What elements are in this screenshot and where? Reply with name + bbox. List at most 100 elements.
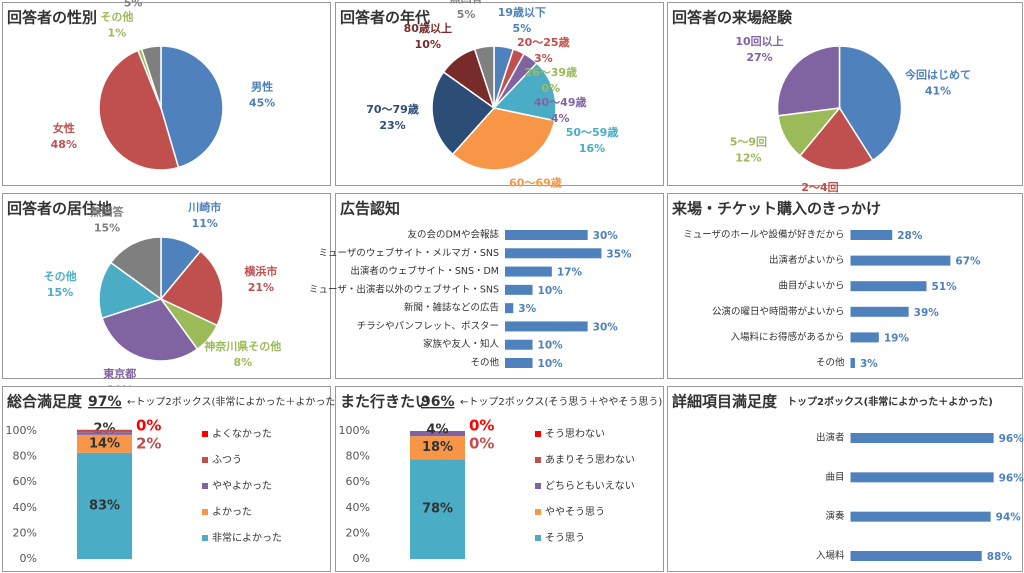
category-label: 公演の曜日や時間帯がよいから	[712, 305, 845, 317]
legend-label: よかった	[212, 506, 252, 518]
pie-value-label: 16%	[579, 142, 605, 155]
legend-label: あまりそう思わない	[545, 454, 635, 466]
value-label: 10%	[538, 358, 564, 370]
y-tick-label: 20%	[346, 526, 370, 539]
value-label: 51%	[932, 281, 958, 293]
bar	[505, 284, 533, 295]
category-label: 曲目	[825, 472, 844, 483]
pie-slice	[98, 49, 180, 171]
pie-slice	[98, 261, 163, 320]
top2-label: 97%	[88, 394, 122, 410]
y-tick-label: 80%	[346, 450, 370, 463]
category-label: ミューザ・出演者以外のウェブサイト・SNS	[309, 283, 499, 295]
pie-label: 50～59歳	[566, 125, 619, 139]
pie-slice	[492, 62, 557, 122]
pie-value-label: 15%	[94, 222, 120, 235]
chart-title: 回答者の居住地	[7, 200, 112, 218]
pie-label: 無回答	[91, 205, 125, 219]
pie-value-label: 45%	[249, 96, 275, 109]
pie-label: その他	[44, 269, 77, 283]
legend-label: そう思わない	[545, 428, 605, 440]
legend-swatch	[535, 483, 541, 489]
pie-value-label: 5%	[513, 22, 532, 35]
legend-swatch	[202, 431, 208, 437]
category-label: その他	[816, 357, 845, 369]
chart-title: 回答者の性別	[7, 9, 97, 27]
bar	[505, 339, 533, 350]
value-label: 28%	[897, 230, 923, 242]
pie-label: 26～39歳	[524, 65, 577, 79]
bar	[850, 281, 927, 292]
category-label: ミューザのホールや設備が好きだから	[683, 229, 844, 241]
pie-value-label: 41%	[925, 84, 951, 97]
pie-slice	[431, 70, 496, 156]
pie-value-label: 1%	[108, 26, 127, 39]
legend-swatch	[535, 431, 541, 437]
category-label: ミューザのウェブサイト・メルマガ・SNS	[319, 247, 499, 259]
value-label: 96%	[999, 472, 1024, 484]
pie-value-label: 48%	[51, 138, 77, 151]
pie-label: 20～25歳	[517, 35, 570, 49]
bar	[850, 230, 893, 240]
segment-label: 2%	[93, 421, 115, 436]
pie-slice	[101, 298, 199, 362]
value-label: 30%	[593, 321, 619, 333]
top2-label: 96%	[421, 394, 455, 410]
pie-value-label: 5%	[457, 8, 476, 21]
legend-swatch	[202, 535, 208, 541]
pie-value-label: 10%	[415, 38, 441, 51]
chart-title: 広告認知	[340, 200, 400, 218]
top2-note: ←トップ2ボックス(非常によかった＋よかった)	[127, 395, 339, 408]
y-tick-label: 100%	[6, 424, 37, 437]
legend-label: ややそう思う	[545, 506, 605, 518]
segment-label: 83%	[89, 498, 120, 513]
y-tick-label: 60%	[346, 475, 370, 488]
pie-value-label: 0%	[541, 82, 560, 95]
pie-label: その他	[100, 9, 133, 23]
legend-swatch	[535, 535, 541, 541]
segment-label-outside: 0%	[469, 435, 494, 453]
y-tick-label: 100%	[339, 424, 370, 437]
pie-label: 横浜市	[244, 264, 277, 278]
legend-label: ややよかった	[212, 480, 272, 492]
value-label: 67%	[955, 256, 981, 268]
value-label: 94%	[996, 512, 1022, 524]
category-label: 出演者のウェブサイト・SNS・DM	[350, 265, 499, 277]
value-label: 39%	[914, 307, 940, 319]
bar	[850, 306, 909, 317]
pie-label: 19歳以下	[498, 5, 546, 19]
bar-segment	[77, 432, 132, 435]
pie-value-label: 8%	[233, 356, 252, 369]
bar	[505, 230, 588, 240]
y-tick-label: 0%	[353, 552, 370, 565]
value-label: 35%	[606, 248, 632, 260]
legend-label: よくなかった	[212, 428, 272, 440]
bar	[505, 248, 602, 259]
pie-label: 東京都	[103, 367, 136, 381]
pie-value-label: 23%	[379, 119, 405, 132]
category-label: 入場料にお得感があるから	[730, 331, 844, 343]
panel	[335, 193, 664, 379]
category-label: 出演者がよいから	[769, 254, 845, 266]
pie-label: 70～79歳	[366, 102, 419, 116]
pie-label: 女性	[53, 121, 75, 135]
pie-slice	[159, 250, 224, 327]
bar	[850, 433, 994, 443]
pie-slice	[109, 236, 162, 301]
category-label: 新聞・雑誌などの広告	[404, 302, 499, 314]
value-label: 96%	[999, 433, 1024, 445]
value-label: 30%	[593, 230, 619, 242]
legend-label: 非常によかった	[212, 531, 282, 544]
legend-swatch	[535, 457, 541, 463]
pie-label: 40～49歳	[534, 95, 587, 109]
bar	[850, 332, 879, 343]
segment-label: 18%	[422, 440, 453, 455]
pie-label: 川崎市	[187, 200, 221, 214]
bar-segment	[77, 434, 132, 453]
panel	[335, 386, 664, 572]
value-label: 17%	[557, 267, 583, 279]
bar	[505, 303, 514, 314]
chart-subtitle: トップ2ボックス(非常によかった＋よかった)	[787, 395, 993, 408]
